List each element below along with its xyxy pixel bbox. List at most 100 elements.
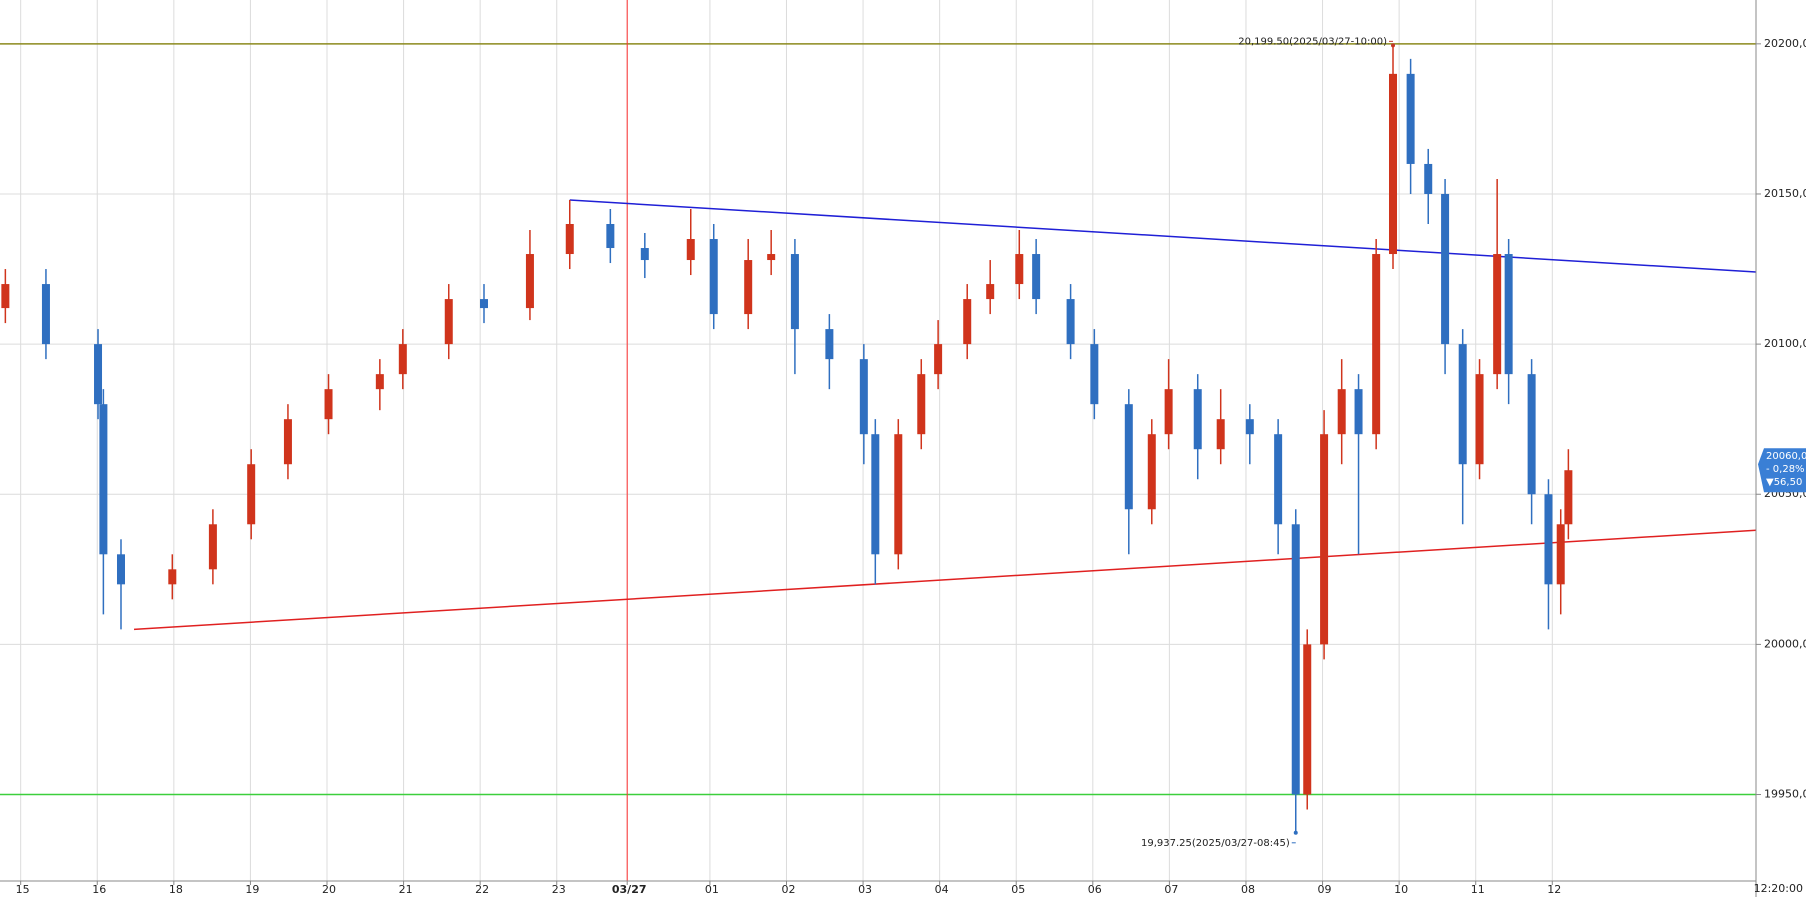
candle-body [894, 434, 903, 555]
overlays: 20,199.50(2025/03/27-10:00) 19,937.25(202… [0, 0, 1757, 881]
candle-body [1458, 344, 1467, 465]
candle-body [640, 248, 649, 261]
x-tick-label: 18 [169, 883, 183, 896]
x-tick-label: 07 [1164, 883, 1178, 896]
annotation-text: 19,937.25(2025/03/27-08:45) [1141, 838, 1290, 849]
candle-body [1354, 389, 1363, 435]
y-tick-label: 20100,00 [1764, 337, 1806, 350]
y-tick-label: 20200,00 [1764, 37, 1806, 50]
candle-body [767, 254, 776, 261]
candle-body [283, 419, 292, 465]
candle-body [444, 299, 453, 345]
candle-body [375, 374, 384, 390]
candle-body [116, 554, 125, 585]
candle-body [324, 389, 333, 420]
x-tick-label: 12 [1547, 883, 1561, 896]
x-tick-label: 05 [1011, 883, 1025, 896]
last-price-change-pct: - 0,28% [1766, 464, 1805, 475]
trend-line [133, 529, 1757, 631]
x-tick-label: 09 [1318, 883, 1332, 896]
candle-body [525, 254, 534, 309]
x-tick-label: 03/27 [612, 883, 647, 896]
annotation-text: 20,199.50(2025/03/27-10:00) [1238, 36, 1387, 47]
x-tick-label: 01 [705, 883, 719, 896]
candle-body [1193, 389, 1202, 450]
candle-body [1066, 299, 1075, 345]
candle-body [1504, 254, 1513, 375]
candle-body [247, 464, 256, 525]
x-tick-label: 16 [92, 883, 106, 896]
x-tick-label: 06 [1088, 883, 1102, 896]
candle-body [1389, 73, 1398, 255]
candle-body [1303, 644, 1312, 795]
candle-body [963, 299, 972, 345]
candle-body [606, 224, 615, 249]
x-tick-label: 11 [1471, 883, 1485, 896]
candle-body [790, 254, 799, 330]
x-tick-label: 19 [245, 883, 259, 896]
candle-body [1527, 374, 1536, 495]
last-price-label: 20060,00 [1766, 451, 1806, 462]
x-tick-label: 03 [858, 883, 872, 896]
candle-body [398, 344, 407, 375]
candle-body [1245, 419, 1254, 435]
candle-body [1090, 344, 1099, 405]
candle-body [1, 284, 10, 309]
x-tick-label: 20 [322, 883, 336, 896]
candle-body [565, 224, 574, 255]
candle-body [1441, 193, 1450, 345]
candle-body [41, 284, 50, 345]
candle-body [859, 359, 868, 435]
y-tick-label: 20150,00 [1764, 187, 1806, 200]
last-price-change: ▼56,50 [1766, 477, 1802, 488]
x-tick-label: 04 [935, 883, 949, 896]
candles [1, 45, 1573, 833]
candle-body [94, 344, 103, 405]
candle-body [1493, 254, 1502, 375]
candle-body [1032, 254, 1041, 300]
candle-body [1564, 470, 1573, 525]
candle-body [1216, 419, 1225, 450]
candle-body [1164, 389, 1173, 435]
x-tick-label: 15 [16, 883, 30, 896]
candle-body [479, 299, 488, 309]
candle-body [99, 404, 108, 555]
candle-body [1124, 404, 1133, 510]
x-tick-label: 22 [475, 883, 489, 896]
x-tick-label: 23 [552, 883, 566, 896]
candle-body [986, 284, 995, 300]
candle-body [1406, 73, 1415, 164]
x-tick-label: 02 [781, 883, 795, 896]
candle-body [709, 239, 718, 315]
candle-body [686, 239, 695, 261]
candle-body [825, 329, 834, 360]
x-tick-label: 21 [399, 883, 413, 896]
candle-body [1320, 434, 1329, 645]
candle-body [871, 434, 880, 555]
candle-body [1337, 389, 1346, 435]
candle-body [744, 260, 753, 315]
candle-body [934, 344, 943, 375]
trend-line [569, 199, 1757, 273]
candle-body [1424, 163, 1433, 194]
last-price-box [1758, 448, 1806, 493]
candle-body [1015, 254, 1024, 285]
x-tick-label: 10 [1394, 883, 1408, 896]
candle-body [1544, 494, 1553, 585]
candle-body [1274, 434, 1283, 525]
x-tick-label: 08 [1241, 883, 1255, 896]
candle-body [168, 569, 177, 585]
candle-body [1475, 374, 1484, 465]
time-label: 12:20:00 [1754, 882, 1803, 895]
y-tick-label: 19950,00 [1764, 788, 1806, 801]
candle-body [917, 374, 926, 435]
candle-body [1556, 524, 1565, 585]
y-tick-label: 20000,00 [1764, 637, 1806, 650]
candle-body [208, 524, 217, 570]
candle-body [1372, 254, 1381, 435]
candle-body [1147, 434, 1156, 510]
